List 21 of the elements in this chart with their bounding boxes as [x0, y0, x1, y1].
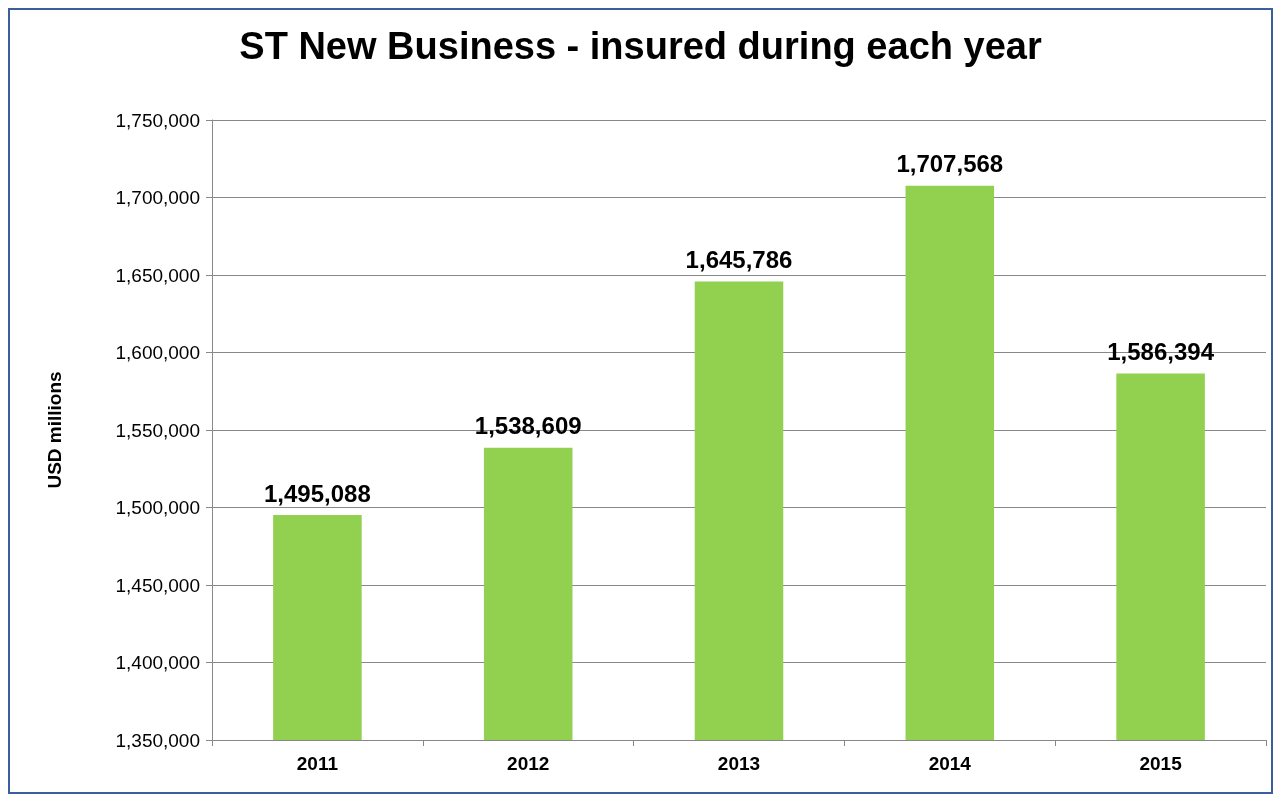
- x-tick-label: 2014: [928, 753, 972, 774]
- data-label: 1,495,088: [264, 479, 371, 507]
- data-label: 1,707,568: [896, 150, 1004, 178]
- x-tick-label: 2013: [717, 753, 761, 774]
- y-tick-label: 1,350,000: [115, 729, 200, 751]
- data-label: 1,645,786: [685, 246, 793, 274]
- y-tick-label: 1,500,000: [115, 497, 200, 518]
- y-tick-label: 1,650,000: [115, 264, 200, 286]
- y-axis-title: USD millions: [44, 371, 65, 489]
- y-tick-label: 1,700,000: [115, 187, 200, 208]
- x-tick-label: 2012: [507, 753, 550, 774]
- data-label: 1,538,609: [474, 412, 582, 440]
- x-tick-label: 2015: [1139, 753, 1183, 774]
- chart-title: ST New Business - insured during each year: [239, 25, 1042, 67]
- y-tick-label: 1,550,000: [115, 419, 200, 441]
- data-label: 1,586,394: [1107, 338, 1215, 366]
- y-tick-label: 1,750,000: [115, 109, 200, 131]
- x-tick-label: 2011: [296, 753, 339, 774]
- y-tick-label: 1,600,000: [115, 342, 200, 363]
- y-tick-label: 1,400,000: [115, 652, 200, 673]
- y-tick-label: 1,450,000: [115, 574, 200, 596]
